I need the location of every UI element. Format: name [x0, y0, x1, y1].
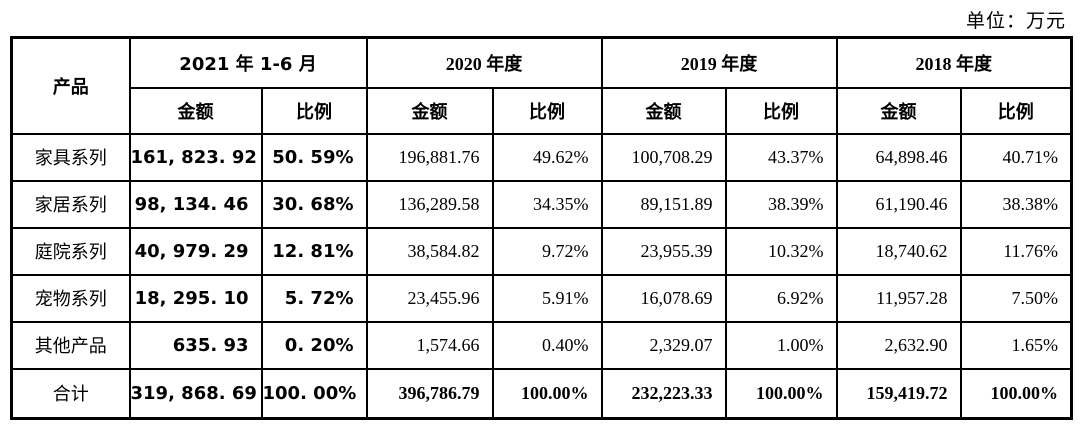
amount-header-2020: 金额 — [365, 86, 494, 135]
revenue-by-product-table: 产品 2021 年 1-6 月 2020 年度 2019 年度 2018 年度 … — [10, 36, 1074, 420]
product-column-header: 产品 — [10, 36, 131, 135]
table-cell: 6.92% — [724, 273, 838, 323]
table-row-total: 合计 319, 868. 69 100. 00% 396,786.79 100.… — [10, 367, 1073, 420]
table-cell: 0.40% — [491, 320, 603, 370]
table-cell: 1.65% — [959, 320, 1073, 370]
row-label: 庭院系列 — [10, 226, 131, 276]
table-cell: 40, 979. 29 — [128, 226, 263, 276]
table-cell: 38.38% — [959, 179, 1073, 229]
amount-header-2018: 金额 — [835, 86, 962, 135]
row-label: 家居系列 — [10, 179, 131, 229]
table-cell: 61,190.46 — [835, 179, 962, 229]
period-header-2019: 2019 年度 — [600, 36, 838, 89]
table-cell: 98, 134. 46 — [128, 179, 263, 229]
table-cell: 34.35% — [491, 179, 603, 229]
ratio-header-2021: 比例 — [260, 86, 368, 135]
table-cell: 9.72% — [491, 226, 603, 276]
table-cell: 11.76% — [959, 226, 1073, 276]
table-cell: 100,708.29 — [600, 132, 727, 182]
ratio-header-2019: 比例 — [724, 86, 838, 135]
unit-label: 单位：万元 — [965, 11, 1066, 32]
table-cell: 5. 72% — [260, 273, 368, 323]
table-cell: 16,078.69 — [600, 273, 727, 323]
table-cell: 1,574.66 — [365, 320, 494, 370]
table-cell: 100.00% — [491, 367, 603, 420]
ratio-header-2018: 比例 — [959, 86, 1073, 135]
table-cell: 100. 00% — [260, 367, 368, 420]
period-header-2018: 2018 年度 — [835, 36, 1073, 89]
table-cell: 30. 68% — [260, 179, 368, 229]
table-cell: 100.00% — [959, 367, 1073, 420]
amount-header-2021: 金额 — [128, 86, 263, 135]
table-cell: 319, 868. 69 — [128, 367, 263, 420]
table-row-courtyard: 庭院系列 40, 979. 29 12. 81% 38,584.82 9.72%… — [10, 226, 1073, 276]
table-cell: 396,786.79 — [365, 367, 494, 420]
table-cell: 1.00% — [724, 320, 838, 370]
table-cell: 161, 823. 92 — [128, 132, 263, 182]
table-body: 家具系列 161, 823. 92 50. 59% 196,881.76 49.… — [10, 132, 1073, 420]
table-cell: 23,955.39 — [600, 226, 727, 276]
table-cell: 50. 59% — [260, 132, 368, 182]
table-cell: 232,223.33 — [600, 367, 727, 420]
table-cell: 64,898.46 — [835, 132, 962, 182]
table-row-pet: 宠物系列 18, 295. 10 5. 72% 23,455.96 5.91% … — [10, 273, 1073, 323]
table-cell: 12. 81% — [260, 226, 368, 276]
table-header: 产品 2021 年 1-6 月 2020 年度 2019 年度 2018 年度 … — [10, 36, 1073, 135]
table-cell: 49.62% — [491, 132, 603, 182]
subheader-row: 金额 比例 金额 比例 金额 比例 金额 比例 — [12, 86, 1073, 135]
ratio-header-2020: 比例 — [491, 86, 603, 135]
table-cell: 635. 93 — [128, 320, 263, 370]
table-cell: 5.91% — [491, 273, 603, 323]
table-cell: 136,289.58 — [365, 179, 494, 229]
table-row-other: 其他产品 635. 93 0. 20% 1,574.66 0.40% 2,329… — [10, 320, 1073, 370]
table-cell: 100.00% — [724, 367, 838, 420]
table-cell: 2,329.07 — [600, 320, 727, 370]
row-label: 家具系列 — [10, 132, 131, 182]
period-header-row: 产品 2021 年 1-6 月 2020 年度 2019 年度 2018 年度 — [10, 36, 1073, 135]
table-cell: 196,881.76 — [365, 132, 494, 182]
period-header-2020: 2020 年度 — [365, 36, 603, 89]
table-cell: 2,632.90 — [835, 320, 962, 370]
total-row-label: 合计 — [10, 367, 131, 420]
table-cell: 0. 20% — [260, 320, 368, 370]
table-cell: 11,957.28 — [835, 273, 962, 323]
table-row-furniture: 家具系列 161, 823. 92 50. 59% 196,881.76 49.… — [10, 132, 1073, 182]
table-cell: 10.32% — [724, 226, 838, 276]
table-cell: 159,419.72 — [835, 367, 962, 420]
table-cell: 38,584.82 — [365, 226, 494, 276]
table-cell: 18,740.62 — [835, 226, 962, 276]
row-label: 其他产品 — [10, 320, 131, 370]
table-cell: 89,151.89 — [600, 179, 727, 229]
table-cell: 43.37% — [724, 132, 838, 182]
table-cell: 23,455.96 — [365, 273, 494, 323]
table-cell: 18, 295. 10 — [128, 273, 263, 323]
row-label: 宠物系列 — [10, 273, 131, 323]
period-header-2021: 2021 年 1-6 月 — [128, 36, 368, 89]
amount-header-2019: 金额 — [600, 86, 727, 135]
table-cell: 40.71% — [959, 132, 1073, 182]
table-row-household: 家居系列 98, 134. 46 30. 68% 136,289.58 34.3… — [10, 179, 1073, 229]
table-cell: 38.39% — [724, 179, 838, 229]
table-cell: 7.50% — [959, 273, 1073, 323]
